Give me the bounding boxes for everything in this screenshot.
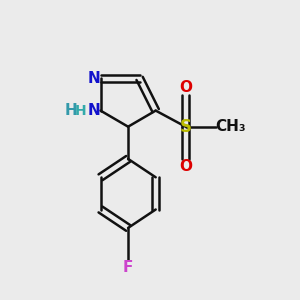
- Text: N: N: [88, 103, 100, 118]
- Text: H: H: [65, 103, 77, 118]
- Text: O: O: [179, 159, 192, 174]
- Text: H: H: [75, 103, 86, 118]
- Text: F: F: [123, 260, 133, 275]
- Text: N: N: [88, 71, 100, 86]
- Text: O: O: [179, 80, 192, 94]
- Text: S: S: [180, 118, 192, 136]
- Text: CH₃: CH₃: [215, 119, 246, 134]
